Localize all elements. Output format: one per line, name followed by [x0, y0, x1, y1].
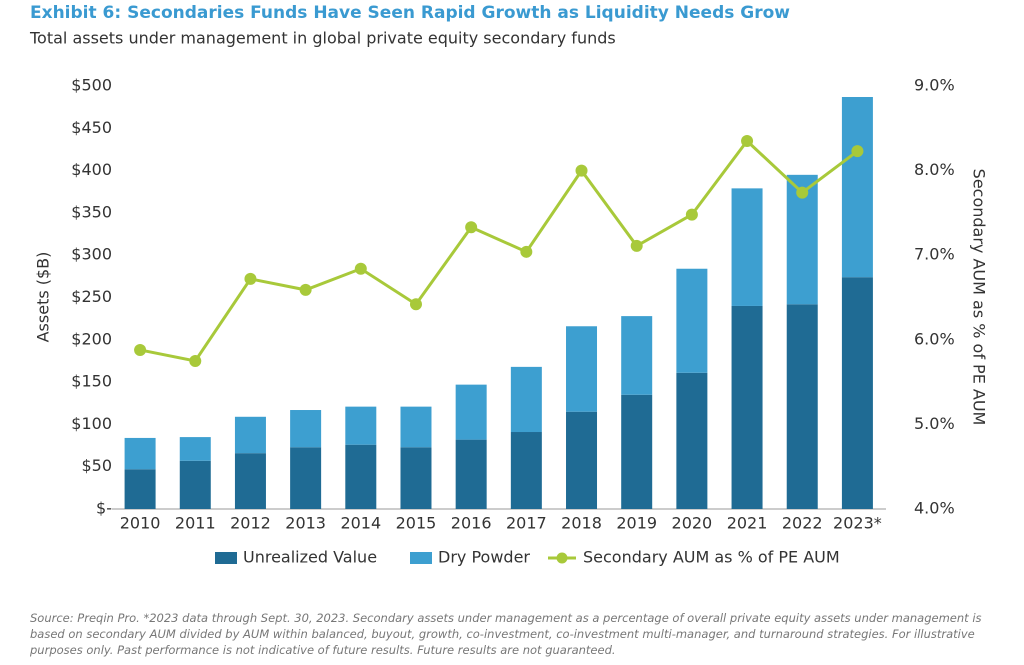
y2-tick-label: 7.0%	[914, 245, 955, 264]
x-tick-label: 2014	[340, 514, 381, 533]
line-point	[741, 134, 754, 147]
bar	[621, 394, 653, 509]
y2-tick-label: 8.0%	[914, 160, 955, 179]
bar	[841, 277, 873, 509]
bar	[841, 96, 873, 278]
y2-tick-label: 9.0%	[914, 76, 955, 95]
line-point	[409, 298, 422, 311]
line	[139, 138, 859, 363]
x-tick-label: 2013	[285, 514, 326, 533]
x-tick-label: 2010	[120, 514, 161, 533]
chart: Exhibit 6: Secondaries Funds Have Seen R…	[29, 3, 989, 567]
bar	[731, 188, 763, 306]
y-tick-label: $450	[71, 118, 112, 137]
legend-marker	[215, 552, 237, 564]
bar	[676, 372, 708, 509]
bar	[290, 447, 322, 509]
legend-label: Unrealized Value	[243, 548, 377, 567]
x-tick-label: 2019	[616, 514, 657, 533]
y-tick-label: $300	[71, 245, 112, 264]
bar	[124, 469, 156, 509]
line-point	[851, 145, 864, 158]
bar	[400, 447, 432, 509]
bar	[510, 366, 542, 433]
legend-label: Secondary AUM as % of PE AUM	[583, 548, 840, 567]
chart-subtitle: Total assets under management in global …	[29, 29, 616, 48]
line-point	[189, 354, 202, 367]
y-axis-label: Assets ($B)	[34, 252, 53, 343]
y-tick-label: $350	[71, 202, 112, 221]
bar	[179, 460, 211, 509]
y-tick-label: $50	[81, 456, 112, 475]
source-note: Source: Preqin Pro. *2023 data through S…	[30, 611, 982, 657]
bar	[455, 439, 487, 509]
y-tick-label: $150	[71, 372, 112, 391]
line-point	[299, 283, 312, 296]
line-point	[575, 164, 588, 177]
y2-tick-label: 6.0%	[914, 329, 955, 348]
x-tick-label: 2011	[175, 514, 216, 533]
y2-axis-label: Secondary AUM as % of PE AUM	[970, 169, 989, 426]
x-tick-label: 2018	[561, 514, 602, 533]
bar	[676, 268, 708, 373]
y-tick-label: $-	[96, 499, 112, 518]
bar	[731, 305, 763, 509]
x-tick-label: 2016	[451, 514, 492, 533]
chart-title: Exhibit 6: Secondaries Funds Have Seen R…	[30, 3, 790, 23]
line-point	[354, 262, 367, 275]
y-tick-label: $100	[71, 414, 112, 433]
bar	[234, 453, 266, 509]
bar	[345, 444, 377, 509]
line-point	[630, 239, 643, 252]
bar	[455, 384, 487, 440]
y-tick-label: $200	[71, 329, 112, 348]
line-point	[520, 245, 533, 258]
y-tick-label: $500	[71, 76, 112, 95]
x-tick-label: 2022	[782, 514, 823, 533]
y-tick-label: $400	[71, 160, 112, 179]
x-tick-label: 2017	[506, 514, 547, 533]
bar	[290, 410, 322, 448]
x-tick-label: 2020	[672, 514, 713, 533]
bar	[124, 437, 156, 470]
bar	[179, 437, 211, 461]
bar	[621, 316, 653, 395]
y2-tick-label: 5.0%	[914, 414, 955, 433]
legend-marker	[556, 552, 568, 564]
x-tick-label: 2021	[727, 514, 768, 533]
bar	[510, 432, 542, 509]
bar	[234, 416, 266, 454]
bar	[566, 411, 598, 509]
line-point	[796, 186, 809, 199]
bar	[345, 406, 377, 445]
bar	[400, 406, 432, 448]
line-point	[685, 208, 698, 221]
bar	[566, 326, 598, 412]
y2-tick-label: 4.0%	[914, 499, 955, 518]
x-tick-label: 2015	[396, 514, 437, 533]
legend-label: Dry Powder	[438, 548, 530, 567]
y-tick-label: $250	[71, 287, 112, 306]
x-tick-label: 2023*	[833, 514, 882, 533]
line-point	[244, 272, 257, 285]
legend-marker	[410, 552, 432, 564]
bar	[786, 304, 818, 509]
line-point	[134, 343, 147, 356]
line-point	[465, 221, 478, 234]
x-tick-label: 2012	[230, 514, 271, 533]
